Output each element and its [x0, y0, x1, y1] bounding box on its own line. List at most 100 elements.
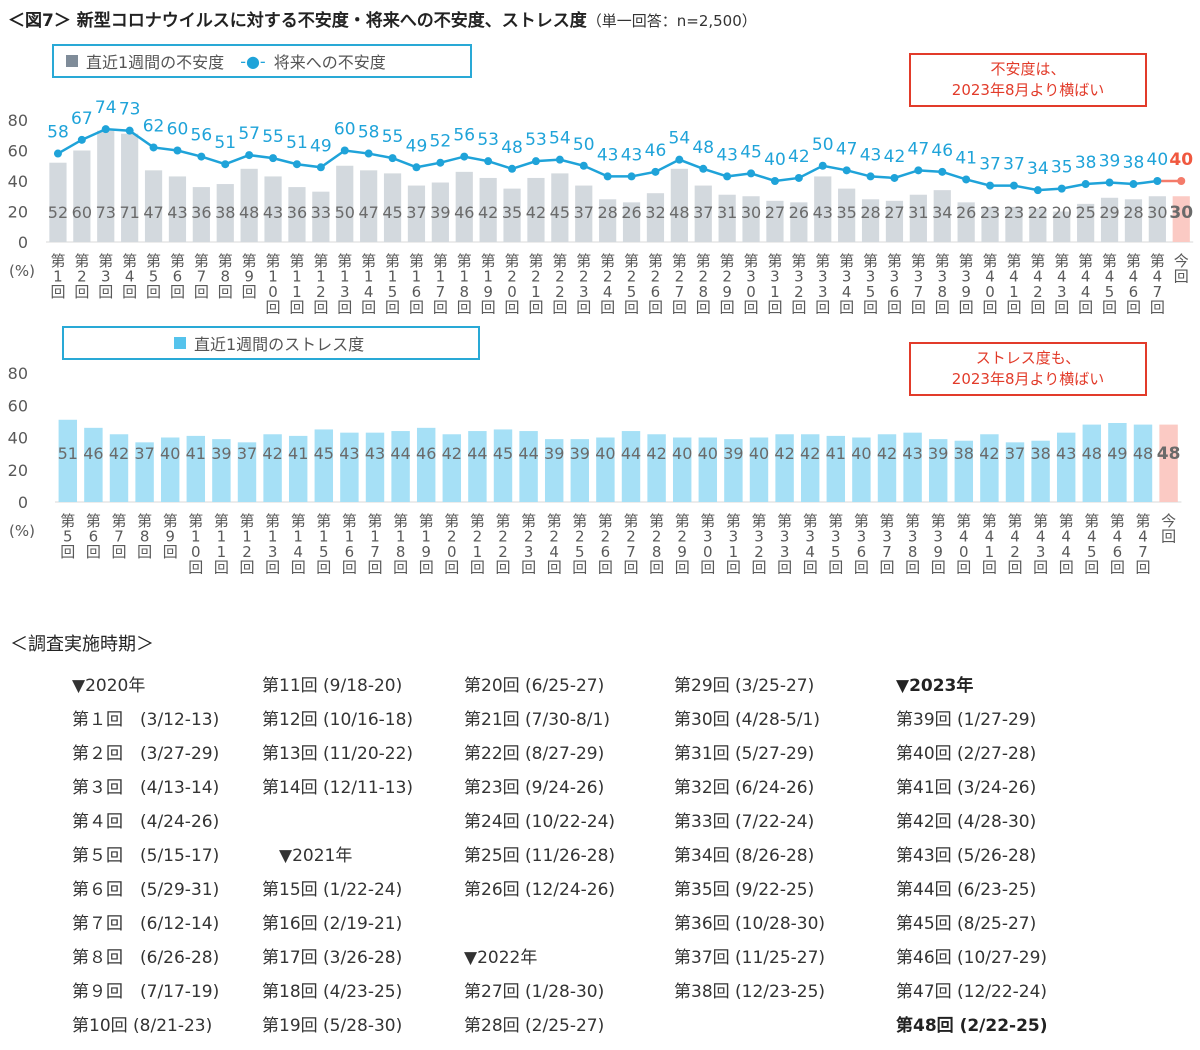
- bar-value-label: 46: [454, 203, 474, 222]
- line-point: [890, 173, 899, 182]
- bar: [73, 150, 91, 242]
- line-point: [842, 166, 851, 175]
- callout-anxiety-line2: 2023年8月より横ばい: [951, 81, 1105, 99]
- line-value-label: 56: [191, 126, 213, 146]
- bar: [263, 434, 282, 502]
- bar: [365, 432, 385, 502]
- bar-value-label: 43: [167, 203, 187, 222]
- line-point: [651, 167, 660, 176]
- line-point: [340, 146, 349, 155]
- bar-value-label: 43: [1056, 444, 1076, 463]
- schedule-entry: 第36回 (10/28-30): [674, 914, 826, 934]
- bar-value-label: 46: [83, 444, 103, 463]
- bar-value-label: 73: [96, 203, 116, 222]
- bar-value-label: 45: [382, 203, 402, 222]
- schedule-entry: ▼2023年: [896, 676, 974, 696]
- bar: [416, 427, 436, 502]
- y-tick-label: 80: [8, 364, 28, 383]
- line-point: [627, 172, 636, 181]
- bar-value-label: 52: [48, 203, 68, 222]
- line-value-label: 62: [143, 116, 165, 136]
- bar: [742, 196, 760, 242]
- line-value-label: 58: [358, 123, 380, 143]
- bar: [216, 184, 234, 242]
- line-point: [508, 164, 517, 173]
- line-point: [603, 172, 612, 181]
- bar-value-label: 41: [826, 444, 846, 463]
- bar: [838, 188, 856, 242]
- bar: [646, 193, 665, 242]
- bar-value-label: 37: [237, 444, 257, 463]
- bar-value-label: 30: [1169, 203, 1193, 223]
- bar: [109, 434, 129, 502]
- callout-anxiety: 不安度は、 2023年8月より横ばい: [909, 53, 1147, 107]
- schedule-entry: 第22回 (8/27-29): [464, 744, 605, 764]
- bar: [957, 202, 975, 242]
- line-point: [245, 151, 254, 160]
- y-tick-label: 80: [8, 111, 28, 130]
- schedule-entry: 第35回 (9/22-25): [674, 880, 815, 900]
- legend-bar-label: 直近1週間の不安度: [86, 53, 225, 72]
- line-value-label: 48: [692, 138, 714, 158]
- line-point: [962, 175, 971, 184]
- bar-value-label: 51: [58, 444, 78, 463]
- bar: [519, 431, 538, 502]
- bar: [928, 439, 948, 502]
- bar-value-label: 43: [902, 444, 922, 463]
- line-value-label: 55: [262, 127, 284, 147]
- schedule-entry: 第８回 (6/26-28): [72, 948, 220, 968]
- bar: [288, 435, 308, 502]
- line-value-label: 42: [788, 147, 810, 167]
- bar: [826, 435, 846, 502]
- bar-value-label: 39: [430, 203, 450, 222]
- bar-value-label: 37: [406, 203, 426, 222]
- schedule-entry: 第32回 (6/24-26): [674, 778, 815, 798]
- schedule-entry: 第20回 (6/25-27): [464, 676, 605, 696]
- line-point: [914, 166, 923, 175]
- bar-value-label: 27: [765, 203, 785, 222]
- line-point: [770, 177, 779, 185]
- schedule-entry: 第14回 (12/11-13): [262, 778, 414, 798]
- line-value-label: 46: [645, 141, 667, 161]
- bar-value-label: 60: [72, 203, 92, 222]
- bar: [1148, 196, 1166, 242]
- bar: [288, 187, 306, 242]
- bar-value-label: 25: [1075, 203, 1095, 222]
- line-point: [316, 163, 325, 172]
- line-value-label: 49: [310, 136, 332, 156]
- unit-label: (%): [9, 522, 35, 540]
- schedule-entry: [262, 808, 413, 842]
- line-point: [555, 155, 564, 164]
- line-value-label: 67: [71, 109, 93, 129]
- line-point: [1033, 186, 1042, 195]
- bar: [407, 185, 426, 242]
- bar: [391, 431, 410, 502]
- bar: [698, 437, 718, 502]
- schedule-entry: 第１回 (3/12-13): [72, 710, 220, 730]
- line-point: [1129, 180, 1138, 189]
- bar-value-label: 45: [314, 444, 334, 463]
- bar-value-label: 38: [1030, 444, 1050, 463]
- bar-value-label: 48: [1133, 444, 1153, 463]
- legend-stress: 直近1週間のストレス度: [62, 326, 480, 360]
- bar: [596, 437, 615, 502]
- line-value-label: 51: [214, 133, 236, 153]
- schedule-entry: [464, 910, 615, 944]
- bar: [775, 434, 794, 502]
- line-point: [364, 149, 373, 158]
